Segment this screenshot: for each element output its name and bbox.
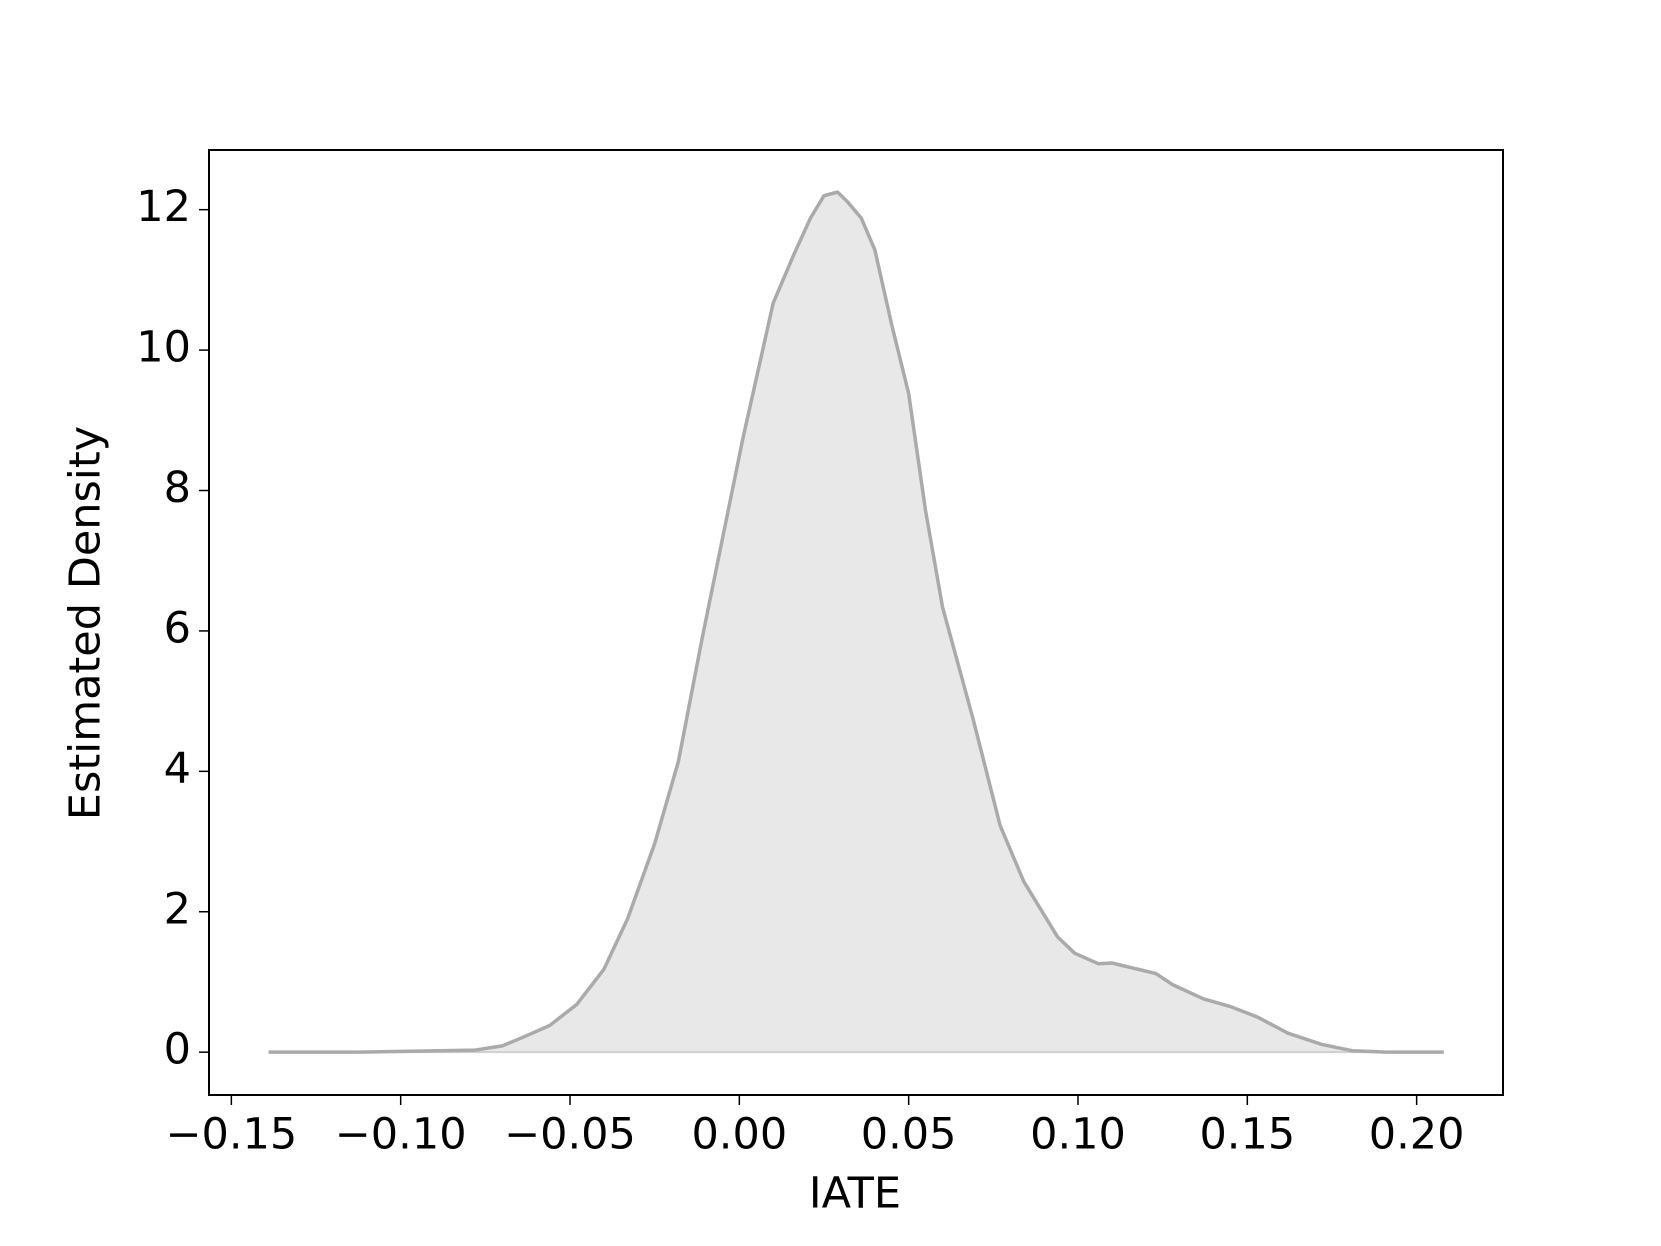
- y-tick-label: 10: [136, 323, 191, 373]
- x-tick-label: −0.15: [165, 1110, 297, 1160]
- y-axis-label: Estimated Density: [61, 426, 111, 820]
- y-tick-label: 6: [164, 603, 191, 653]
- x-axis-label: IATE: [809, 1169, 901, 1219]
- y-tick-label: 8: [164, 463, 191, 513]
- x-tick-label: −0.05: [504, 1110, 636, 1160]
- y-tick-label: 0: [164, 1025, 191, 1075]
- x-tick-label: −0.10: [335, 1110, 467, 1160]
- x-tick-label: 0.00: [691, 1110, 787, 1160]
- x-tick-label: 0.15: [1199, 1110, 1295, 1160]
- y-tick-label: 4: [164, 744, 191, 794]
- density-area: [268, 192, 1444, 1053]
- y-tick-label: 12: [136, 182, 191, 232]
- y-tick-label: 2: [164, 884, 191, 934]
- x-tick-label: 0.20: [1369, 1110, 1465, 1160]
- x-tick-label: 0.05: [861, 1110, 957, 1160]
- x-tick-label: 0.10: [1030, 1110, 1126, 1160]
- density-line: [268, 190, 1444, 1054]
- plot-frame: [208, 149, 1504, 1096]
